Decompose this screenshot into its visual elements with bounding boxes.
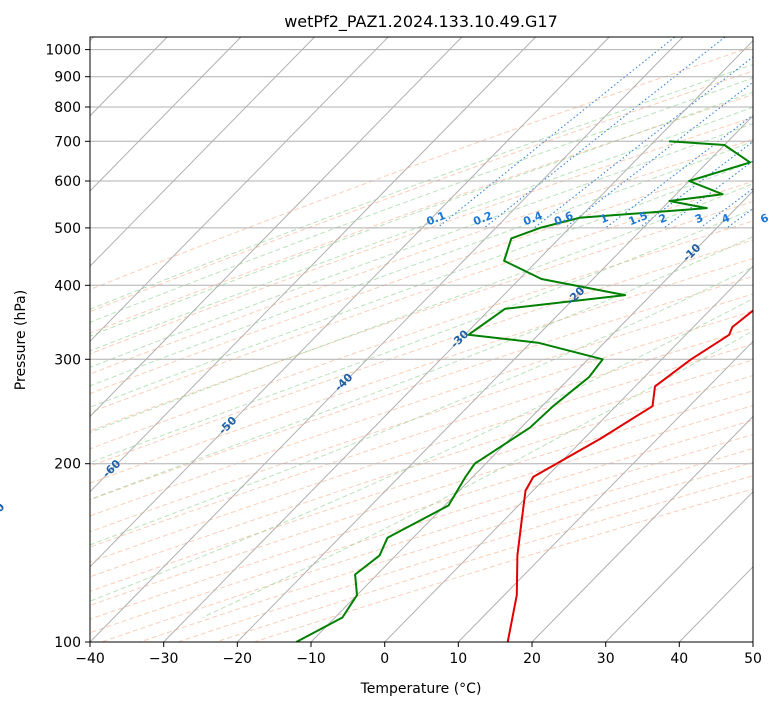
y-tick-label: 1000 — [45, 43, 81, 59]
temperature-profile-line — [506, 309, 753, 642]
moist-adiabat-line — [90, 91, 753, 337]
isotherm-label: -70 — [0, 500, 8, 523]
isotherm-line — [531, 415, 753, 642]
isotherm-line — [163, 39, 753, 642]
isotherm-line — [605, 490, 753, 642]
y-tick-label: 300 — [54, 352, 81, 368]
x-tick-label: −20 — [223, 651, 253, 667]
dry-adiabat-line — [90, 180, 753, 413]
dry-adiabat-line — [90, 257, 753, 484]
isotherm-line — [90, 37, 315, 267]
x-tick-label: 50 — [744, 651, 762, 667]
mixing-ratio-label: 3 — [693, 211, 705, 226]
mixing-ratio-label: 1 — [598, 211, 610, 226]
y-tick-label: 100 — [54, 635, 81, 651]
isotherm-line — [90, 37, 684, 642]
dewpoint-profile-line — [295, 140, 752, 642]
isotherm-line — [90, 37, 536, 493]
moist-adiabat-line — [90, 77, 753, 323]
isotherm-line — [457, 340, 753, 642]
x-tick-label: 0 — [380, 651, 389, 667]
moist-adiabat-line — [90, 183, 753, 433]
isotherm-line — [90, 37, 242, 192]
moist-adiabat-line — [90, 122, 753, 368]
dry-adiabat-line — [90, 220, 753, 450]
y-axis-label: Pressure (hPa) — [13, 290, 29, 390]
y-tick-label: 800 — [54, 100, 81, 116]
x-tick-label: −30 — [149, 651, 179, 667]
x-axis-label: Temperature (°C) — [360, 681, 482, 697]
mixing-ratio-line — [564, 81, 753, 229]
dry-adiabat-line — [90, 200, 753, 432]
y-tick-label: 600 — [54, 174, 81, 190]
isotherm-line — [90, 37, 610, 568]
mixing-ratio-line — [663, 160, 753, 229]
moist-adiabat-line — [90, 160, 753, 408]
y-tick-label: 700 — [54, 134, 81, 150]
x-tick-label: 10 — [449, 651, 467, 667]
x-tick-label: −10 — [296, 651, 326, 667]
isotherm-line — [90, 37, 389, 343]
dry-adiabat-line — [90, 343, 753, 563]
mixing-ratio-label: 2 — [657, 211, 669, 226]
y-tick-label: 500 — [54, 221, 81, 237]
dry-adiabat-line — [90, 293, 753, 517]
dry-adiabat-line — [90, 310, 753, 533]
moist-adiabat-line — [90, 63, 753, 310]
x-tick-label: 40 — [670, 651, 688, 667]
x-tick-label: 30 — [597, 651, 615, 667]
plot-frame — [89, 36, 754, 643]
isotherm-line — [310, 190, 753, 642]
dry-adiabat-line — [90, 327, 753, 548]
isotherm-line — [236, 115, 753, 642]
dry-adiabat-line — [90, 239, 753, 467]
y-tick-label: 200 — [54, 457, 81, 473]
x-tick-label: 20 — [523, 651, 541, 667]
moist-adiabat-line — [90, 140, 753, 387]
isotherm-line — [384, 265, 753, 642]
y-tick-label: 400 — [54, 278, 81, 294]
dry-adiabat-line — [90, 275, 753, 501]
mixing-ratio-line — [533, 56, 753, 229]
isotherm-line — [90, 37, 463, 418]
x-tick-label: −40 — [75, 651, 105, 667]
dry-adiabat-line — [90, 160, 753, 395]
moist-adiabat-line — [90, 106, 753, 352]
y-tick-label: 900 — [54, 70, 81, 86]
chart-title: wetPf2_PAZ1.2024.133.10.49.G17 — [284, 12, 558, 32]
